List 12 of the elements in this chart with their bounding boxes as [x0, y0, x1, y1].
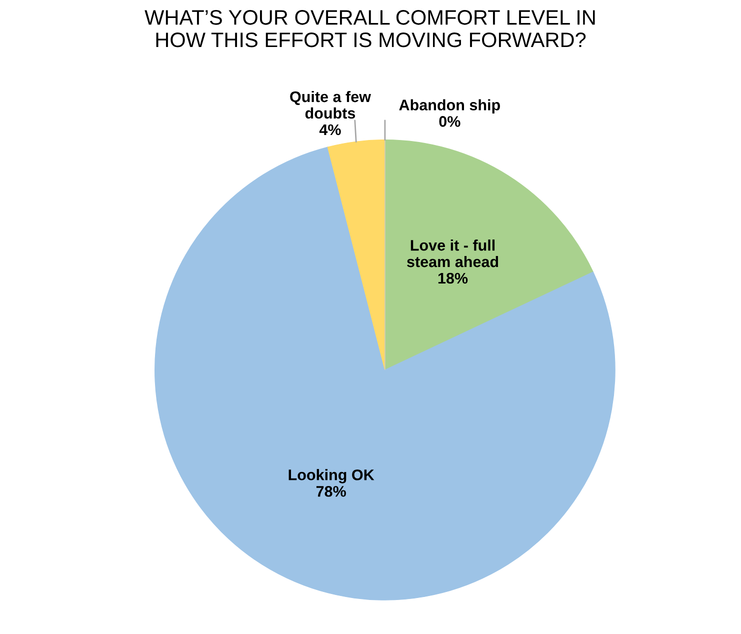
- pie-slice: [154, 146, 616, 600]
- category-label: Abandon ship: [399, 99, 500, 114]
- data-label: 78%: [316, 486, 346, 497]
- data-label: 18%: [438, 272, 468, 284]
- slice-label: Love it - full steam ahead: [407, 240, 498, 268]
- pie-slice: [384, 140, 594, 370]
- data-label: 4%: [319, 124, 341, 136]
- text: 0%: [439, 116, 460, 127]
- slice-label: Looking OK: [288, 469, 374, 484]
- slice-label: Quite a few doubts: [290, 90, 372, 119]
- pie-slice: [327, 140, 386, 370]
- chart-title: WHAT’S YOUR OVERALL COMFORT LEVEL IN HOW THIS EFFORT IS MOVING FORWARD?: [144, 10, 595, 48]
